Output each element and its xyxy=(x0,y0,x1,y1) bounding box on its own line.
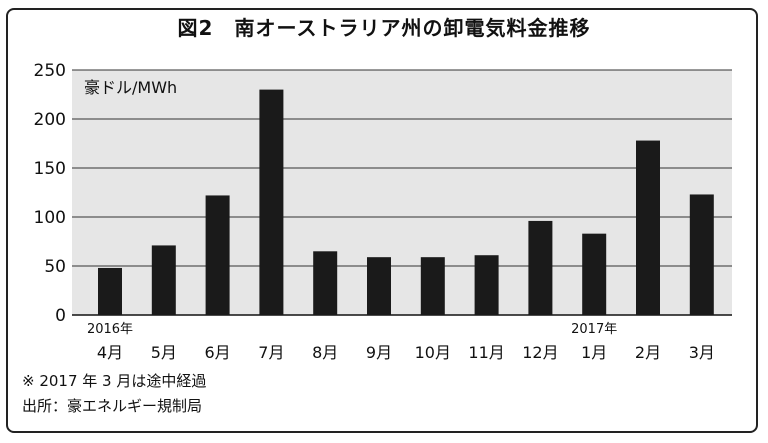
x-tick-label: 10月 xyxy=(415,343,451,362)
x-tick-label: 7月 xyxy=(258,343,284,362)
y-tick-label: 50 xyxy=(44,257,66,277)
bar xyxy=(420,257,445,315)
gridlines xyxy=(72,69,732,316)
bar xyxy=(582,233,607,315)
y-tick-label: 0 xyxy=(55,306,66,326)
x-tick-label: 9月 xyxy=(366,343,392,362)
year-label: 2016年 xyxy=(87,322,133,337)
bar xyxy=(98,267,122,315)
bar xyxy=(151,245,176,315)
x-tick-label: 1月 xyxy=(581,343,607,362)
chart-title: 図2 南オーストラリア州の卸電気料金推移 xyxy=(177,16,591,40)
x-tick-labels: 4月 5月 6月 7月 8月 9月 10月 11月 12月 1月 2月 3月 2016年 2017年 xyxy=(87,322,715,362)
source-note: 出所：豪エネルギー規制局 xyxy=(22,397,203,415)
bar xyxy=(689,194,714,315)
y-unit-label: 豪ドル/MWh xyxy=(84,78,177,97)
x-tick-label: 11月 xyxy=(468,343,504,362)
year-label: 2017年 xyxy=(571,322,617,337)
bar xyxy=(636,140,660,315)
x-tick-label: 12月 xyxy=(522,343,558,362)
bar xyxy=(367,257,391,315)
y-tick-label: 250 xyxy=(34,61,66,81)
x-tick-label: 5月 xyxy=(151,343,177,362)
bar xyxy=(259,89,284,315)
bar xyxy=(474,255,499,315)
plot-background xyxy=(72,70,732,315)
x-tick-label: 3月 xyxy=(689,343,715,362)
x-tick-label: 2月 xyxy=(635,343,661,362)
bar xyxy=(205,195,230,315)
y-tick-label: 100 xyxy=(34,208,66,228)
x-tick-label: 6月 xyxy=(205,343,231,362)
x-tick-label: 8月 xyxy=(312,343,338,362)
y-tick-labels: 0 50 100 150 200 250 xyxy=(34,61,66,326)
bar xyxy=(528,220,553,315)
x-tick-label: 4月 xyxy=(97,343,123,362)
footnote: ※ 2017 年 3 月は途中経過 xyxy=(22,372,207,390)
y-tick-label: 200 xyxy=(34,110,66,130)
bar xyxy=(313,251,338,315)
bars xyxy=(98,89,714,315)
y-tick-label: 150 xyxy=(34,159,66,179)
